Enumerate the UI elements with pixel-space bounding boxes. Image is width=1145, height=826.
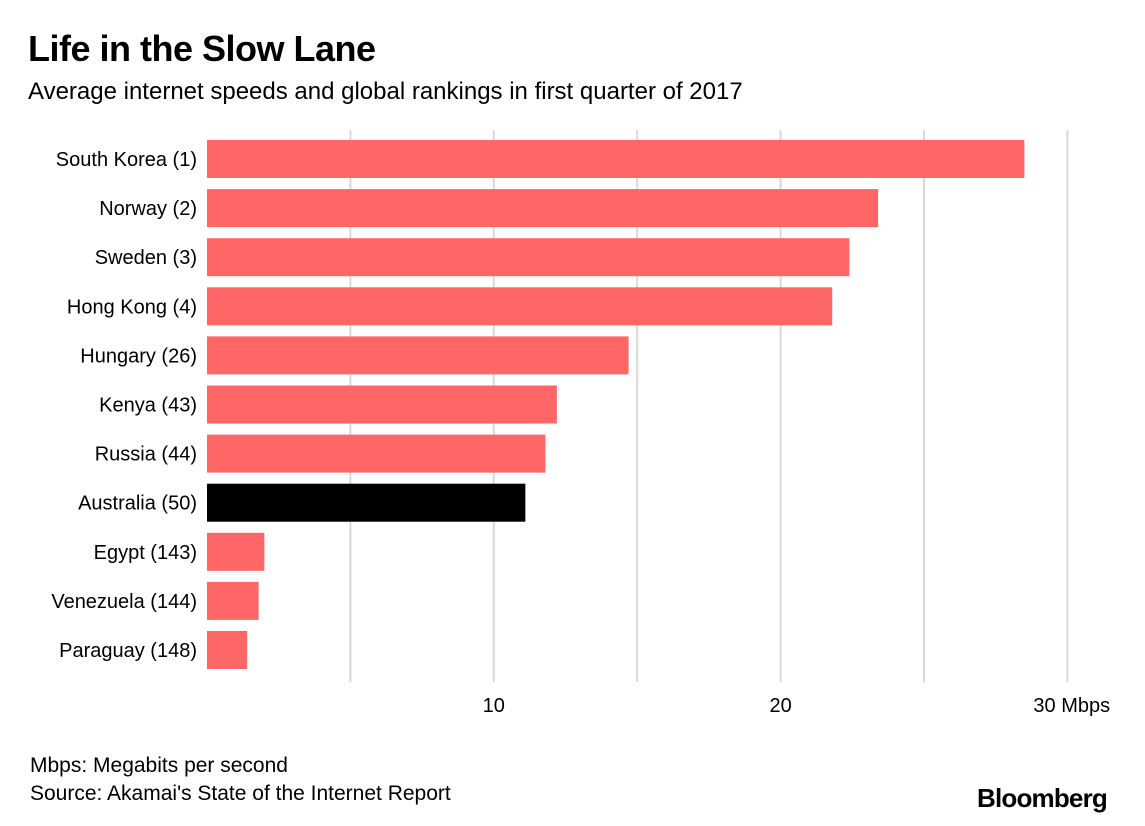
category-label: Kenya (43) [99,395,197,417]
category-label: Sweden (3) [95,247,197,269]
bar [207,631,248,669]
bar [207,434,546,473]
bloomberg-logo: Bloomberg [976,783,1108,813]
category-label: Australia (50) [78,493,197,515]
bar [207,189,879,228]
category-label: Norway (2) [99,198,197,220]
chart-title: Life in the Slow Lane [28,28,376,69]
x-tick-label: 10 [483,695,505,717]
bar [207,140,1025,178]
bar [207,483,526,522]
category-label: Egypt (143) [94,542,197,564]
category-label: Paraguay (148) [59,640,197,662]
chart-subtitle: Average internet speeds and global ranki… [28,78,743,105]
category-label: Hong Kong (4) [67,296,197,318]
category-label: South Korea (1) [56,149,197,171]
x-tick-label: 30 Mbps [1033,695,1110,717]
x-tick-label: 20 [769,695,791,717]
bar [207,385,557,424]
bar [207,287,833,326]
definition-note: Mbps: Megabits per second [30,754,288,777]
bar [207,581,259,620]
bar [207,532,265,571]
category-label: Russia (44) [95,444,197,466]
bar [207,336,629,375]
bar [207,238,850,277]
source-note: Source: Akamai's State of the Internet R… [30,782,451,805]
category-label: Hungary (26) [80,345,197,367]
category-label: Venezuela (144) [51,591,197,613]
